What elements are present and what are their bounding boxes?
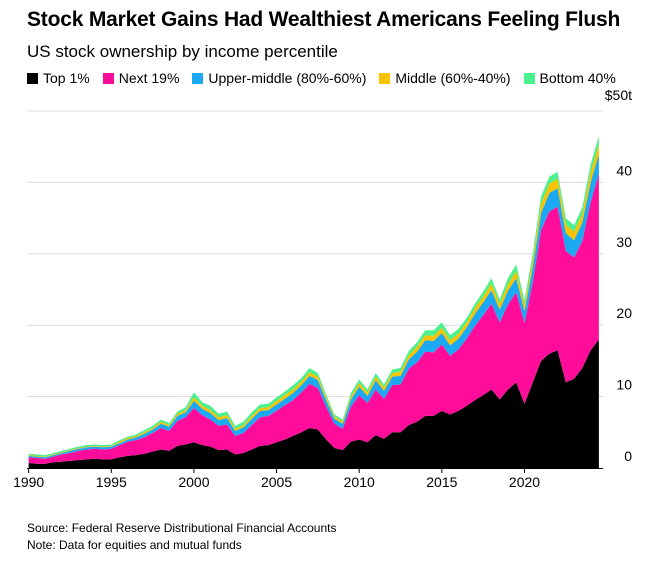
x-tick-label: 2005 xyxy=(261,474,292,490)
legend-label: Top 1% xyxy=(43,70,90,86)
legend-swatch xyxy=(379,72,391,84)
x-tick-label: 1990 xyxy=(13,474,44,490)
chart-legend: Top 1% Next 19% Upper-middle (80%-60%) Midd… xyxy=(27,70,629,86)
y-tick-label: $50t xyxy=(605,87,632,103)
source-note: Source: Federal Reserve Distributional F… xyxy=(27,521,337,535)
legend-swatch xyxy=(523,72,535,84)
legend-item: Upper-middle (80%-60%) xyxy=(192,70,366,86)
legend-item: Next 19% xyxy=(102,70,180,86)
chart-title: Stock Market Gains Had Wealthiest Americ… xyxy=(27,8,621,31)
y-tick-label: 40 xyxy=(616,162,632,178)
chart-subtitle: US stock ownership by income percentile xyxy=(27,42,338,61)
stacked-area-chart: 0 10 20 30 40 $50t 1990 1995 2000 2005 2010 2015 202… xyxy=(13,87,632,490)
data-note: Note: Data for equities and mutual funds xyxy=(27,538,242,552)
legend-item: Bottom 40% xyxy=(523,70,616,86)
y-tick-label: 0 xyxy=(624,448,632,464)
area-series xyxy=(28,339,599,468)
legend-label: Next 19% xyxy=(118,70,180,86)
x-tick-label: 2020 xyxy=(509,474,540,490)
legend-item: Middle (60%-40%) xyxy=(379,70,511,86)
y-tick-label: 10 xyxy=(616,377,632,393)
y-tick-label: 20 xyxy=(616,305,632,321)
legend-label: Upper-middle (80%-60%) xyxy=(208,70,367,86)
legend-label: Bottom 40% xyxy=(539,70,616,86)
area-series xyxy=(28,154,599,459)
x-tick-label: 2010 xyxy=(344,474,375,490)
y-tick-label: 30 xyxy=(616,234,632,250)
x-tick-label: 2015 xyxy=(426,474,457,490)
x-tick-label: 1995 xyxy=(96,474,127,490)
x-tick-label: 2000 xyxy=(178,474,209,490)
legend-item: Top 1% xyxy=(27,70,90,86)
legend-swatch xyxy=(102,72,114,84)
legend-label: Middle (60%-40%) xyxy=(395,70,511,86)
legend-swatch xyxy=(27,72,38,84)
area-series xyxy=(28,173,599,464)
legend-swatch xyxy=(192,72,204,84)
